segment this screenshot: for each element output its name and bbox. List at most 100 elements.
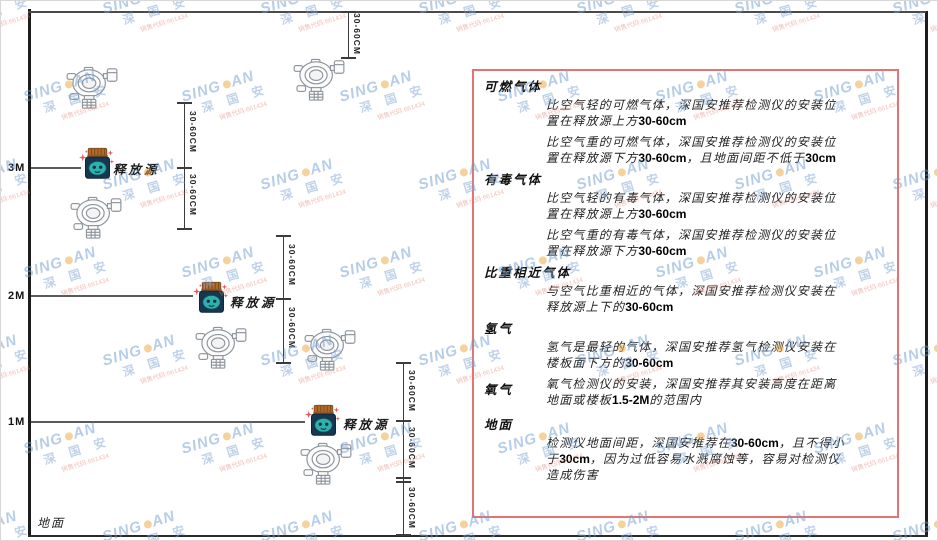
dimension-label: 30-60CM bbox=[407, 427, 417, 469]
section-paragraph: 比空气轻的可燃气体，深国安推荐检测仪的安装位置在释放源上方30-60cm bbox=[546, 98, 837, 128]
height-label-3m: 3M bbox=[8, 162, 26, 174]
dimension-tick bbox=[276, 298, 291, 300]
dimension-tick bbox=[177, 102, 192, 104]
release-source-icon bbox=[305, 404, 342, 438]
right-wall-line bbox=[925, 11, 928, 537]
section-paragraph: 比空气重的可燃气体，深国安推荐检测仪的安装位置在释放源下方30-60cm，且地面… bbox=[546, 135, 837, 165]
dimension-label: 30-60CM bbox=[352, 13, 362, 55]
panel-section-oxygen: 氧气 氧气检测仪的安装，深国安推荐其安装高度在距离地面或楼板1.5-2M的范围内 bbox=[484, 376, 885, 408]
dimension-tick bbox=[396, 420, 411, 422]
section-heading: 比重相近气体 bbox=[484, 265, 572, 280]
watermark-dot-icon bbox=[300, 519, 311, 530]
height-line-2m bbox=[31, 295, 193, 297]
watermark-dot-icon bbox=[774, 1, 785, 2]
release-source-label: 释放源 bbox=[230, 295, 277, 310]
gas-detector-icon bbox=[299, 441, 353, 485]
watermark-dot-icon bbox=[379, 79, 390, 90]
section-heading: 地面 bbox=[484, 417, 514, 432]
dimension-line bbox=[348, 12, 349, 58]
panel-section-combustible: 可燃气体 比空气轻的可燃气体，深国安推荐检测仪的安装位置在释放源上方30-60c… bbox=[484, 78, 885, 166]
dimension-tick bbox=[177, 228, 192, 230]
watermark-dot-icon bbox=[379, 255, 390, 266]
watermark-dot-icon bbox=[458, 519, 469, 530]
watermark-dot-icon bbox=[221, 255, 232, 266]
watermark-dot-icon bbox=[221, 431, 232, 442]
watermark-dot-icon bbox=[142, 1, 153, 2]
watermark-dot-icon bbox=[142, 519, 153, 530]
panel-section-toxic: 有毒气体 比空气轻的有毒气体，深国安推荐检测仪的安装位置在释放源上方30-60c… bbox=[484, 171, 885, 259]
dimension-tick bbox=[396, 477, 411, 479]
panel-section-hydrogen: 氢气 氢气是最轻的气体，深国安推荐氢气检测仪安装在楼板面下方的30-60cm bbox=[484, 320, 885, 371]
watermark-dot-icon bbox=[300, 167, 311, 178]
height-label-2m: 2M bbox=[8, 290, 26, 302]
watermark-dot-icon bbox=[142, 343, 153, 354]
panel-section-ground: 地面 检测仪地面间距，深国安推荐在30-60cm，且不得小于30cm，因为过低容… bbox=[484, 416, 885, 483]
section-paragraph: 与空气比重相近的气体，深国安推荐检测仪安装在释放源上下的30-60cm bbox=[546, 284, 837, 314]
dimension-tick bbox=[396, 481, 411, 483]
gas-detector-icon bbox=[194, 325, 248, 369]
dimension-label: 30-60CM bbox=[407, 487, 417, 529]
watermark-dot-icon bbox=[458, 167, 469, 178]
dimension-label: 30-60CM bbox=[188, 111, 198, 153]
dimension-line bbox=[184, 103, 185, 229]
section-heading: 氧气 bbox=[484, 382, 514, 397]
dimension-line bbox=[403, 363, 404, 535]
ground-label: 地面 bbox=[37, 516, 66, 530]
watermark-dot-icon bbox=[932, 343, 937, 354]
dimension-tick bbox=[276, 362, 291, 364]
watermark-dot-icon bbox=[616, 1, 627, 2]
watermark-dot-icon bbox=[932, 1, 937, 2]
dimension-label: 30-60CM bbox=[188, 174, 198, 216]
release-source-label: 释放源 bbox=[343, 417, 390, 432]
dimension-tick bbox=[276, 235, 291, 237]
height-line-1m bbox=[31, 421, 305, 423]
dimension-label: 30-60CM bbox=[407, 370, 417, 412]
dimension-label: 30-60CM bbox=[287, 307, 297, 349]
section-paragraph: 比空气轻的有毒气体，深国安推荐检测仪的安装位置在释放源上方30-60cm bbox=[546, 191, 837, 221]
ground-line bbox=[28, 535, 928, 537]
section-heading: 氢气 bbox=[484, 321, 514, 336]
dimension-tick bbox=[341, 57, 356, 59]
panel-section-similar-density: 比重相近气体 与空气比重相近的气体，深国安推荐检测仪安装在释放源上下的30-60… bbox=[484, 264, 885, 315]
height-label-1m: 1M bbox=[8, 416, 26, 428]
watermark-dot-icon bbox=[300, 1, 311, 2]
dimension-tick bbox=[341, 11, 356, 13]
gas-detector-icon bbox=[69, 195, 123, 239]
height-line-3m bbox=[31, 167, 81, 169]
watermark-dot-icon bbox=[932, 519, 937, 530]
gas-detector-icon bbox=[292, 57, 346, 101]
dimension-tick bbox=[396, 362, 411, 364]
info-panel: 可燃气体 比空气轻的可燃气体，深国安推荐检测仪的安装位置在释放源上方30-60c… bbox=[472, 69, 899, 518]
dimension-label: 30-60CM bbox=[287, 244, 297, 286]
dimension-tick bbox=[177, 167, 192, 169]
section-paragraph: 氢气是最轻的气体，深国安推荐氢气检测仪安装在楼板面下方的30-60cm bbox=[546, 340, 837, 370]
watermark-dot-icon bbox=[458, 1, 469, 2]
section-heading: 有毒气体 bbox=[484, 172, 543, 187]
section-heading: 可燃气体 bbox=[484, 79, 543, 94]
watermark-dot-icon bbox=[932, 167, 937, 178]
left-wall-line bbox=[28, 9, 31, 537]
release-source-label: 释放源 bbox=[113, 162, 160, 177]
section-paragraph: 比空气重的有毒气体，深国安推荐检测仪的安装位置在释放源下方30-60cm bbox=[546, 228, 837, 258]
watermark-dot-icon bbox=[63, 431, 74, 442]
ceiling-line bbox=[28, 11, 926, 13]
section-paragraph: 氧气检测仪的安装，深国安推荐其安装高度在距离地面或楼板1.5-2M的范围内 bbox=[546, 377, 837, 407]
dimension-tick bbox=[396, 534, 411, 536]
watermark-dot-icon bbox=[221, 79, 232, 90]
